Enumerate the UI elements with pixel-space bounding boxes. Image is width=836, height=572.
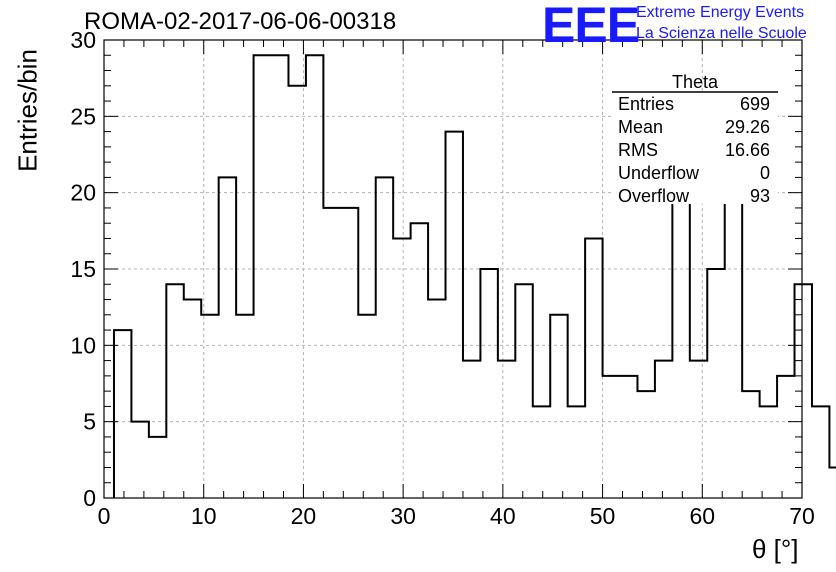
y-axis-label: Entries/bin: [12, 49, 43, 172]
histogram-bin: [480, 269, 497, 498]
x-axis-label: θ [°]: [752, 534, 799, 564]
stats-value: 93: [750, 186, 770, 206]
logo-subtitle-1: Extreme Energy Events: [636, 4, 805, 21]
histogram-bin: [131, 422, 148, 498]
histogram-bin: [550, 315, 567, 498]
x-tick-label: 0: [98, 503, 111, 529]
stats-label: Mean: [618, 117, 663, 137]
stats-label: RMS: [618, 140, 658, 160]
histogram-bin: [306, 55, 323, 498]
histogram-bin: [428, 300, 445, 498]
histogram-bin: [533, 406, 550, 498]
x-tick-label: 50: [590, 503, 616, 529]
histogram-bin: [288, 86, 305, 498]
y-tick-label: 20: [70, 180, 96, 206]
histogram-bin: [795, 284, 812, 498]
histogram-bin: [620, 376, 637, 498]
x-tick-label: 20: [291, 503, 317, 529]
stats-title: Theta: [672, 72, 719, 92]
histogram-bin: [149, 437, 166, 498]
histogram-bin: [341, 208, 358, 498]
chart-title: ROMA-02-2017-06-06-00318: [84, 8, 397, 35]
histogram-bin: [411, 223, 428, 498]
x-tick-label: 10: [191, 503, 217, 529]
histogram-bin: [236, 315, 253, 498]
histogram-outline: [112, 54, 836, 498]
x-tick-label: 40: [490, 503, 516, 529]
histogram-bin: [777, 376, 794, 498]
stats-label: Underflow: [618, 163, 700, 183]
logo-subtitle-2: La Scienza nelle Scuole: [636, 25, 807, 42]
y-tick-label: 15: [70, 256, 96, 282]
y-tick-label: 5: [83, 409, 96, 435]
stats-value: 29.26: [725, 117, 770, 137]
x-tick-label: 70: [789, 503, 815, 529]
stats-value: 0: [760, 163, 770, 183]
histogram-bin: [568, 406, 585, 498]
histogram-bin: [655, 361, 672, 498]
y-tick-label: 10: [70, 332, 96, 358]
histogram-bin: [446, 132, 463, 498]
stats-value: 16.66: [725, 140, 770, 160]
histogram-bin: [463, 361, 480, 498]
histogram-bin: [690, 361, 707, 498]
histogram-bin: [323, 208, 340, 498]
histogram-bin: [184, 300, 201, 498]
histogram-bin: [114, 330, 131, 498]
histogram-bin: [707, 269, 724, 498]
histogram-bin: [166, 284, 183, 498]
histogram-bin: [637, 391, 654, 498]
histogram-bin: [585, 238, 602, 498]
x-tick-label: 60: [689, 503, 715, 529]
histogram-bin: [254, 55, 271, 498]
histogram-bin: [219, 177, 236, 498]
histogram-bin: [358, 315, 375, 498]
stats-label: Entries: [618, 94, 674, 114]
histogram-bin: [393, 238, 410, 498]
histogram-bin: [201, 315, 218, 498]
y-tick-label: 0: [83, 485, 96, 511]
histogram-bin: [725, 193, 742, 498]
eee-logo: EEE: [542, 0, 640, 53]
histogram-bin: [812, 406, 829, 498]
stats-value: 699: [740, 94, 770, 114]
stats-label: Overflow: [618, 186, 690, 206]
histogram-bin: [271, 55, 288, 498]
histogram-bin: [742, 391, 759, 498]
x-tick-label: 30: [390, 503, 416, 529]
histogram-bin: [829, 467, 836, 498]
histogram-bin: [498, 361, 515, 498]
histogram-bin: [760, 406, 777, 498]
histogram-bin: [603, 376, 620, 498]
histogram-bin: [376, 177, 393, 498]
histogram-bin: [515, 284, 532, 498]
y-tick-label: 25: [70, 103, 96, 129]
stats-box-bg: [612, 92, 778, 204]
y-tick-label: 30: [70, 27, 96, 53]
